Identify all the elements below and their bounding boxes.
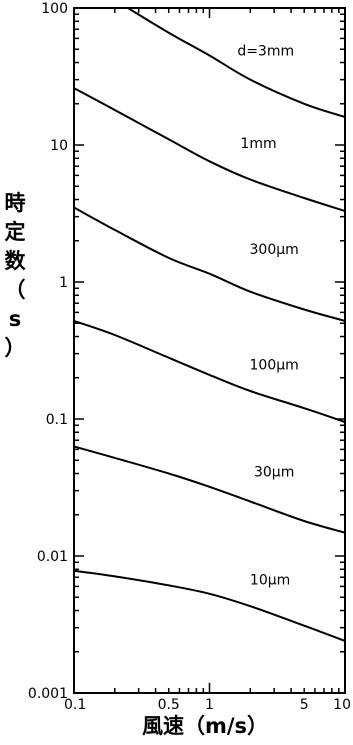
series-label: 30μm xyxy=(254,465,294,481)
y-axis-title-char: 数 xyxy=(5,249,27,273)
x-tick-label: 5 xyxy=(300,697,309,713)
y-tick-label: 1 xyxy=(59,275,68,291)
y-tick-label: 0.1 xyxy=(46,412,68,428)
y-axis-title: 時定数 （ s ） xyxy=(5,191,27,360)
y-axis-title-char: （ xyxy=(5,278,26,302)
y-axis-title-char: 定 xyxy=(5,220,26,244)
x-tick-label: 0.5 xyxy=(158,697,180,713)
series-label: 100μm xyxy=(250,357,299,373)
series-line xyxy=(74,206,345,322)
y-tick-label: 0.01 xyxy=(37,549,68,565)
y-tick-label: 10 xyxy=(50,138,68,154)
y-tick-label: 100 xyxy=(41,1,68,17)
series-line xyxy=(74,569,345,642)
series-line xyxy=(127,8,345,118)
x-tick-label: 10 xyxy=(333,697,351,713)
y-axis-title-char: ） xyxy=(5,336,26,360)
series-line xyxy=(74,87,345,212)
series-label: 10μm xyxy=(250,572,290,588)
x-tick-label: 1 xyxy=(205,697,214,713)
series-labels: d=3mm 1mm 300μm 100μm 30μm 10μm xyxy=(237,44,298,589)
x-axis-title: 風速（m/s） xyxy=(142,714,268,738)
series-curves xyxy=(74,8,345,642)
series-label: 300μm xyxy=(250,242,299,258)
series-label: d=3mm xyxy=(237,44,294,60)
x-tick-label: 0.1 xyxy=(64,697,86,713)
series-line xyxy=(74,445,345,534)
y-axis-title-char: 時 xyxy=(5,191,26,215)
series-label: 1mm xyxy=(240,136,276,152)
y-axis-title-char: s xyxy=(9,307,22,331)
series-line xyxy=(74,319,345,424)
y-tick-label: 0.001 xyxy=(28,686,68,702)
